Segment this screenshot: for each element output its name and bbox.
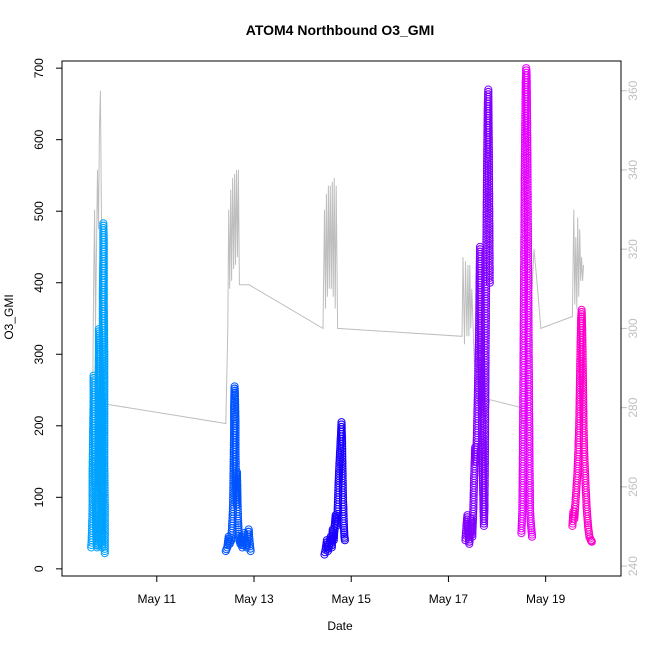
data-point xyxy=(340,526,349,535)
y-right-tick-label: 240 xyxy=(626,556,640,576)
data-point xyxy=(485,278,494,287)
data-point xyxy=(234,521,243,530)
data-point xyxy=(340,530,349,539)
y-right-tick-label: 280 xyxy=(626,397,640,417)
data-point xyxy=(583,516,592,526)
data-point xyxy=(100,544,109,553)
data-point xyxy=(100,538,109,547)
line-layer xyxy=(90,90,585,487)
y-right-tick-label: 360 xyxy=(626,80,640,100)
y-tick-label: 500 xyxy=(32,201,46,221)
plot-frame xyxy=(61,60,622,577)
data-point xyxy=(100,540,109,549)
y-tick-label: 0 xyxy=(32,565,46,572)
data-point xyxy=(527,530,537,539)
data-point xyxy=(230,386,239,395)
data-point xyxy=(527,532,537,541)
data-point xyxy=(100,546,109,556)
x-axis-title: Date xyxy=(327,619,353,633)
data-point xyxy=(234,516,243,526)
axes-layer: 0 100 200 300 400 500 600 700 240 260 280 300 320 340… xyxy=(32,58,640,606)
data-point xyxy=(246,546,255,556)
data-point xyxy=(100,549,109,558)
y-right-tick-label: 260 xyxy=(626,477,640,497)
data-point xyxy=(485,276,494,285)
data-point xyxy=(100,529,109,538)
data-point xyxy=(234,523,243,532)
y-tick-label: 400 xyxy=(32,272,46,292)
y-tick-label: 200 xyxy=(32,415,46,435)
data-point xyxy=(339,521,348,531)
data-point xyxy=(246,544,255,553)
x-tick-label: May 17 xyxy=(429,592,469,606)
data-point xyxy=(100,533,109,542)
x-tick-label: May 13 xyxy=(234,592,274,606)
data-point xyxy=(587,537,596,546)
points-layer xyxy=(87,64,596,559)
series-2 xyxy=(221,382,255,556)
x-tick-label: May 15 xyxy=(332,592,372,606)
y-right-tick-label: 340 xyxy=(626,160,640,180)
y-right-tick-label: 320 xyxy=(626,239,640,259)
series-4 xyxy=(461,85,494,548)
series-1 xyxy=(87,219,109,558)
right-axis-line-series xyxy=(90,90,585,487)
chart-title: ATOM4 Northbound O3_GMI xyxy=(246,22,434,38)
data-point xyxy=(340,536,349,545)
y-tick-label: 100 xyxy=(32,487,46,507)
y-tick-label: 300 xyxy=(32,344,46,364)
x-tick-label: May 11 xyxy=(138,592,177,606)
y-axis-title: O3_GMI xyxy=(2,294,16,339)
data-point xyxy=(92,538,101,547)
data-point xyxy=(100,542,109,551)
data-point xyxy=(485,273,494,282)
series-5 xyxy=(517,64,537,541)
series-3 xyxy=(320,418,349,559)
series-6 xyxy=(568,305,596,546)
y-right-tick-label: 300 xyxy=(626,318,640,338)
x-tick-label: May 19 xyxy=(526,592,566,606)
y-tick-label: 700 xyxy=(32,58,46,78)
y-tick-label: 600 xyxy=(32,129,46,149)
